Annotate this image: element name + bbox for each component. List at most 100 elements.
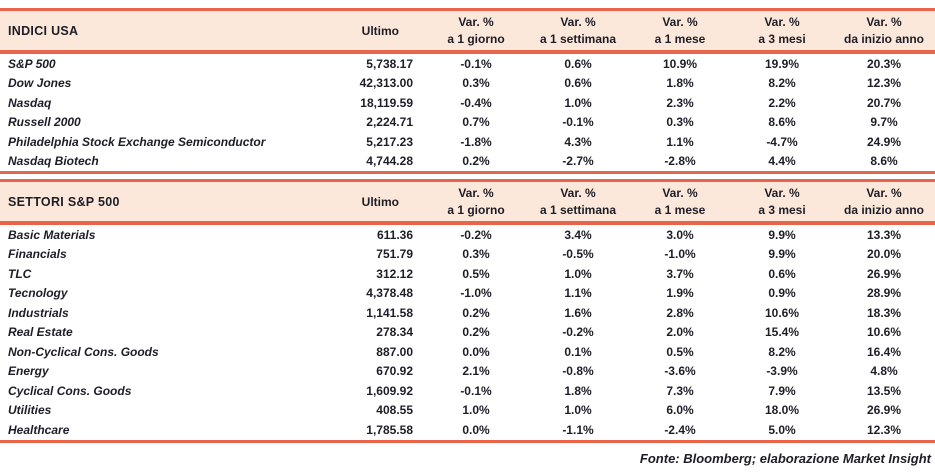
table-header-band: INDICI USA Ultimo Var. % a 1 giorno Var.… [0, 8, 935, 50]
var-1-mese-cell: 7.3% [666, 383, 694, 398]
var-1-giorno-cell: -0.4% [460, 95, 492, 110]
var-inizio-anno-cell: 13.5% [866, 383, 902, 398]
var-3-mesi-cell: 0.6% [768, 266, 796, 281]
last-value-cell: 408.55 [376, 403, 413, 418]
var-label: Var. % [662, 14, 698, 29]
var-1-mese-cell: 2.8% [666, 305, 694, 320]
var-inizio-anno-cell: 26.9% [866, 266, 902, 281]
header-double-rule [0, 221, 935, 225]
period-label: a 3 mesi [758, 31, 806, 46]
var-1-settimana-cell: 3.4% [564, 227, 592, 242]
row-label: Energy [8, 364, 49, 379]
var-1-giorno-cell: 0.7% [462, 115, 490, 130]
column-header-var-3-mesi: Var. % a 3 mesi [731, 14, 833, 48]
var-inizio-anno-cell: 9.7% [870, 115, 898, 130]
var-1-mese-cell: 6.0% [666, 403, 694, 418]
var-1-giorno-cell: 0.2% [462, 154, 490, 169]
row-label: Dow Jones [8, 76, 72, 91]
row-label: Healthcare [8, 422, 70, 437]
column-header-ultimo: Ultimo [361, 23, 399, 38]
var-label: Var. % [866, 185, 902, 200]
var-inizio-anno-cell: 20.7% [866, 95, 902, 110]
var-label: Var. % [662, 185, 698, 200]
var-3-mesi-cell: 19.9% [764, 56, 800, 71]
var-inizio-anno-cell: 18.3% [866, 305, 902, 320]
var-3-mesi-cell: 2.2% [768, 95, 796, 110]
var-1-settimana-cell: 1.8% [564, 383, 592, 398]
last-value-cell: 611.36 [376, 227, 413, 242]
var-inizio-anno-cell: 12.3% [866, 76, 902, 91]
var-1-mese-cell: -3.6% [664, 364, 696, 379]
column-header-var-3-mesi: Var. % a 3 mesi [731, 185, 833, 219]
row-label: Real Estate [8, 325, 73, 340]
var-1-giorno-cell: 0.3% [462, 247, 490, 262]
last-value-cell: 1,141.58 [366, 305, 413, 320]
row-label: Cyclical Cons. Goods [8, 383, 132, 398]
table-row: Energy 670.92 2.1% -0.8% -3.6% -3.9% 4.8… [0, 362, 935, 382]
var-inizio-anno-cell: 10.6% [866, 325, 902, 340]
var-inizio-anno-cell: 16.4% [866, 344, 902, 359]
var-1-giorno-cell: 0.2% [462, 325, 490, 340]
var-1-giorno-cell: -1.0% [460, 286, 492, 301]
var-3-mesi-cell: 10.6% [764, 305, 800, 320]
column-header-ultimo: Ultimo [361, 194, 399, 209]
var-1-mese-cell: 1.9% [666, 286, 694, 301]
var-3-mesi-cell: 8.2% [768, 344, 796, 359]
var-1-mese-cell: 3.0% [666, 227, 694, 242]
var-1-settimana-cell: 1.1% [564, 286, 592, 301]
period-label: a 3 mesi [758, 202, 806, 217]
var-3-mesi-cell: 9.9% [768, 227, 796, 242]
table-rows: Basic Materials 611.36 -0.2% 3.4% 3.0% 9… [0, 225, 935, 440]
section-title: INDICI USA [8, 23, 79, 38]
var-1-settimana-cell: -0.1% [562, 115, 594, 130]
column-header-var-inizio-anno: Var. % da inizio anno [833, 185, 935, 219]
var-inizio-anno-cell: 24.9% [866, 134, 902, 149]
var-1-settimana-cell: 1.0% [564, 403, 592, 418]
column-header-var-1-giorno: Var. % a 1 giorno [425, 185, 527, 219]
var-1-giorno-cell: 2.1% [462, 364, 490, 379]
row-label: Philadelphia Stock Exchange Semiconducto… [8, 134, 266, 149]
var-3-mesi-cell: 8.6% [768, 115, 796, 130]
section-title: SETTORI S&P 500 [8, 194, 120, 209]
var-1-settimana-cell: 0.1% [564, 344, 592, 359]
table-row: TLC 312.12 0.5% 1.0% 3.7% 0.6% 26.9% [0, 264, 935, 284]
column-header-var-1-giorno: Var. % a 1 giorno [425, 14, 527, 48]
row-label: TLC [8, 266, 32, 281]
var-1-mese-cell: 0.3% [666, 115, 694, 130]
var-label: Var. % [764, 185, 800, 200]
source-note: Fonte: Bloomberg; elaborazione Market In… [639, 450, 931, 466]
section-gap [0, 443, 935, 448]
var-inizio-anno-cell: 28.9% [866, 286, 902, 301]
table-row: Real Estate 278.34 0.2% -0.2% 2.0% 15.4%… [0, 323, 935, 343]
column-header-var-1-settimana: Var. % a 1 settimana [527, 185, 629, 219]
table-rows: S&P 500 5,738.17 -0.1% 0.6% 10.9% 19.9% … [0, 54, 935, 171]
var-3-mesi-cell: 8.2% [768, 76, 796, 91]
last-value-cell: 670.92 [376, 364, 413, 379]
var-1-settimana-cell: 1.0% [564, 95, 592, 110]
var-inizio-anno-cell: 20.0% [866, 247, 902, 262]
period-label: a 1 giorno [447, 31, 505, 46]
row-label: Industrials [8, 305, 69, 320]
var-1-giorno-cell: 0.0% [462, 344, 490, 359]
table-row: Tecnology 4,378.48 -1.0% 1.1% 1.9% 0.9% … [0, 284, 935, 304]
var-label: Var. % [458, 185, 494, 200]
last-value-cell: 4,744.28 [366, 154, 413, 169]
last-value-cell: 4,378.48 [366, 286, 413, 301]
var-1-giorno-cell: 0.3% [462, 76, 490, 91]
var-3-mesi-cell: 0.9% [768, 286, 796, 301]
last-value-cell: 5,217.23 [366, 134, 413, 149]
row-label: Tecnology [8, 286, 68, 301]
table-row: Dow Jones 42,313.00 0.3% 0.6% 1.8% 8.2% … [0, 74, 935, 94]
last-value-cell: 278.34 [376, 325, 413, 340]
var-label: Var. % [458, 14, 494, 29]
row-label: Nasdaq [8, 95, 52, 110]
period-label: a 1 mese [654, 202, 706, 217]
row-label: S&P 500 [8, 56, 56, 71]
row-label: Nasdaq Biotech [8, 154, 99, 169]
var-inizio-anno-cell: 8.6% [870, 154, 898, 169]
last-value-cell: 887.00 [376, 344, 413, 359]
var-1-mese-cell: 2.3% [666, 95, 694, 110]
row-label: Basic Materials [8, 227, 96, 242]
var-3-mesi-cell: 18.0% [764, 403, 800, 418]
